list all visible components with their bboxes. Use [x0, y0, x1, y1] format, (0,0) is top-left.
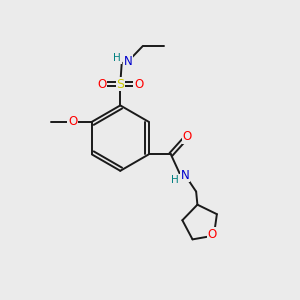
Text: O: O — [208, 228, 217, 241]
Text: O: O — [68, 115, 77, 128]
Text: O: O — [134, 77, 143, 91]
Text: H: H — [113, 53, 121, 63]
Text: O: O — [183, 130, 192, 143]
Text: N: N — [181, 169, 190, 182]
Text: N: N — [124, 55, 133, 68]
Text: S: S — [116, 77, 124, 91]
Text: O: O — [97, 77, 106, 91]
Text: H: H — [172, 175, 179, 185]
